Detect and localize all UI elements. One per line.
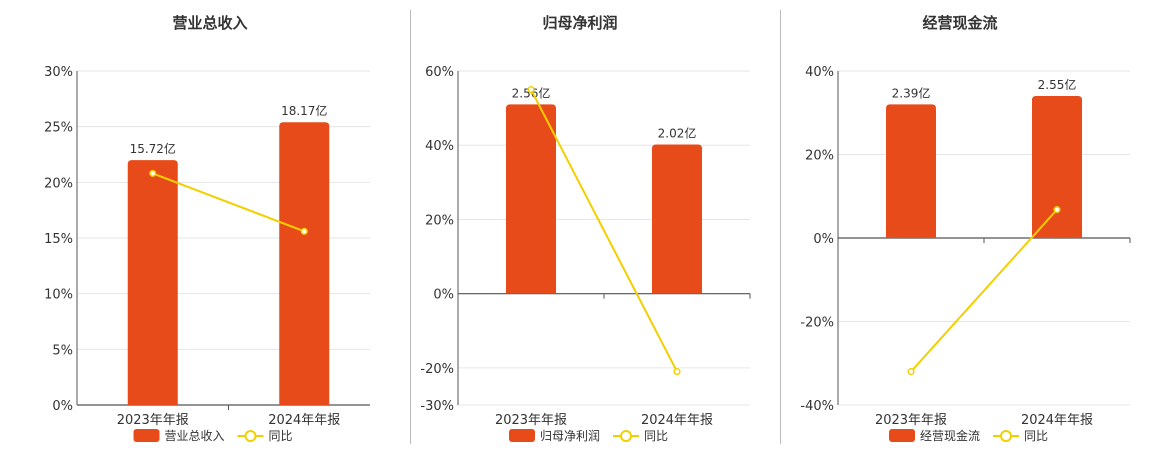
bar: [652, 144, 702, 294]
x-category-label: 2023年年报: [875, 413, 947, 428]
y-tick-label: 0%: [433, 288, 454, 303]
legend-bar-label: 经营现金流: [920, 428, 980, 443]
x-category-label: 2023年年报: [117, 413, 189, 428]
y-tick-label: -40%: [800, 399, 834, 414]
yoy-point: [300, 227, 308, 235]
bar-data-label: 18.17亿: [281, 103, 327, 118]
legend-line-label: 同比: [269, 429, 293, 443]
y-tick-label: 0%: [813, 232, 834, 247]
legend-line-marker: [620, 430, 632, 442]
yoy-point: [1053, 206, 1061, 214]
bar: [127, 160, 178, 405]
y-tick-label: 40%: [805, 65, 834, 80]
y-tick-label: 5%: [52, 343, 73, 358]
bar-data-label: 15.72亿: [130, 141, 176, 156]
y-tick-label: 10%: [44, 288, 73, 303]
legend-bar-swatch: [509, 429, 535, 442]
chart-title: 营业总收入: [172, 14, 247, 32]
legend-line-marker: [1000, 430, 1012, 442]
bar-data-label: 2.55亿: [1038, 77, 1077, 92]
bar: [886, 104, 936, 239]
legend-line-label: 同比: [1024, 429, 1048, 443]
yoy-line: [152, 172, 305, 233]
bar: [279, 122, 330, 406]
y-tick-label: 40%: [425, 139, 454, 154]
legend-bar-swatch: [889, 429, 915, 442]
chart-net-profit: 归母净利润 -30% -20% 0% 20% 40% 60% 2023年年报 2024年年报 2.…: [420, 14, 751, 443]
chart-title: 归母净利润: [542, 14, 617, 32]
bar: [1032, 96, 1082, 238]
y-tick-label: 0%: [52, 399, 73, 414]
legend-line-marker: [244, 430, 257, 442]
yoy-line: [530, 89, 678, 373]
x-category-label: 2023年年报: [495, 413, 567, 428]
legend-bar-label: 营业总收入: [165, 429, 225, 443]
divider-2: [780, 10, 781, 444]
chart-title: 经营现金流: [922, 14, 997, 32]
yoy-point: [673, 368, 681, 376]
y-tick-label: -20%: [420, 362, 454, 377]
yoy-point: [527, 86, 535, 94]
y-tick-label: 60%: [425, 65, 454, 80]
y-tick-label: 20%: [805, 149, 834, 164]
bar: [506, 104, 556, 294]
legend-bar-label: 归母净利润: [540, 429, 600, 443]
yoy-point: [907, 368, 915, 376]
legend-bar-swatch: [133, 429, 160, 442]
yoy-point: [149, 169, 157, 177]
x-category-label: 2024年年报: [641, 413, 713, 428]
y-tick-label: 20%: [44, 176, 73, 191]
chart-operating-cash-flow: 经营现金流 -40% -20% 0% 20% 40% 2023年年报 2024年年报 2.39亿…: [800, 14, 1131, 443]
bar-data-label: 2.39亿: [892, 85, 931, 100]
legend-line-label: 同比: [644, 429, 668, 443]
y-tick-label: -30%: [420, 399, 454, 414]
y-tick-label: 30%: [44, 65, 73, 80]
x-category-label: 2024年年报: [268, 413, 340, 428]
chart-revenue: 营业总收入 0% 5% 10% 15% 20% 25% 30% 2023年年报 2024年年报 15…: [44, 14, 370, 443]
y-tick-label: 15%: [44, 232, 73, 247]
y-tick-label: 20%: [425, 213, 454, 228]
yoy-line: [910, 208, 1058, 373]
y-tick-label: 25%: [44, 121, 73, 136]
x-category-label: 2024年年报: [1021, 413, 1093, 428]
bar-data-label: 2.02亿: [658, 125, 697, 140]
y-tick-label: -20%: [800, 316, 834, 331]
divider-1: [410, 10, 411, 444]
